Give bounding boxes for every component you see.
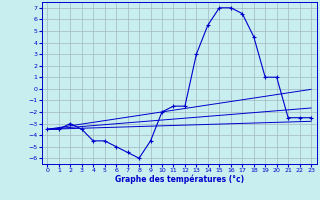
X-axis label: Graphe des températures (°c): Graphe des températures (°c) [115, 175, 244, 184]
